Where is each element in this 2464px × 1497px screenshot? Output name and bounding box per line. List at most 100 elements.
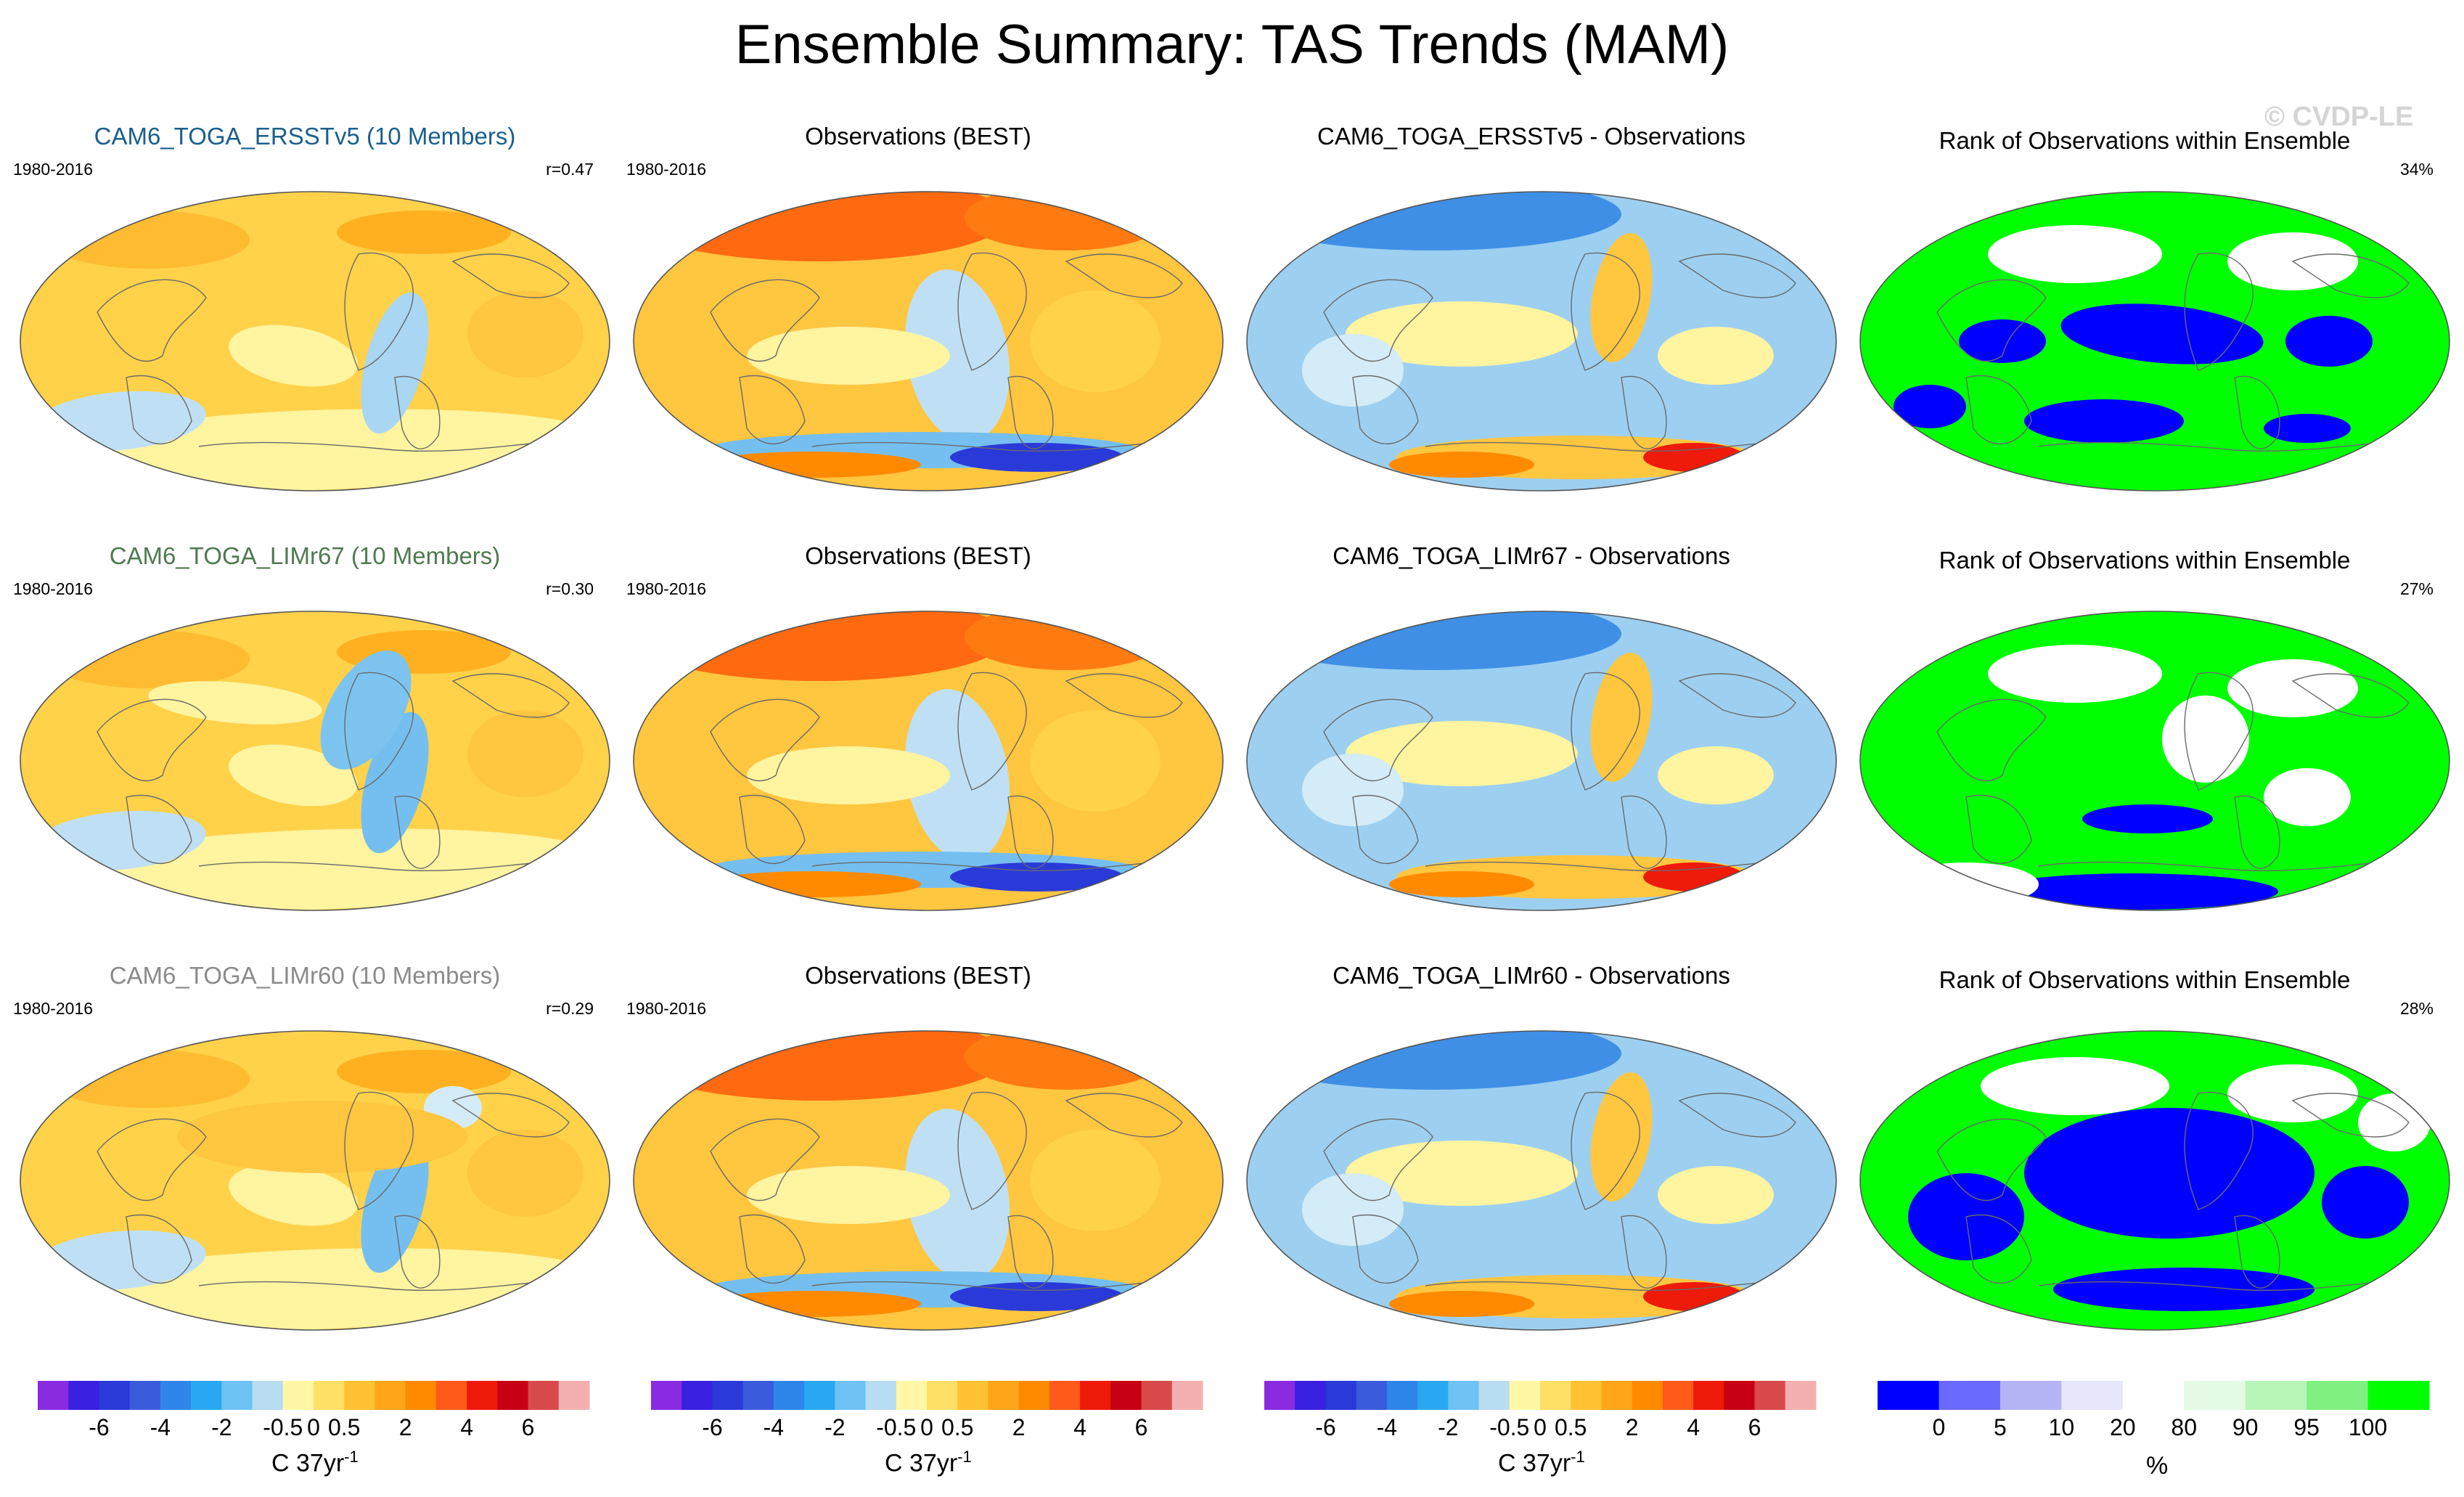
- coastline: [1065, 253, 1183, 298]
- colorbar-tick-label: 6: [521, 1414, 535, 1440]
- rank-panel-row2: Rank of Observations within Ensemble 27%: [1840, 529, 2450, 950]
- diff-panel-row2: CAM6_TOGA_LIMr67 - Observations: [1227, 529, 1837, 950]
- colorbar-swatch: [835, 1381, 867, 1410]
- panel-title: CAM6_TOGA_ERSSTv5 - Observations: [1317, 123, 1745, 150]
- colorbar-tick-label: -0.5: [263, 1414, 303, 1440]
- field-patch: [1981, 1057, 2169, 1115]
- rank-percent: 34%: [2399, 160, 2434, 179]
- tas-colorbar-2: -6 -4 -2 -0.5 0 0.5 2 4 6 C 37yr-1: [651, 1379, 1246, 1488]
- obs-panel-row1: Observations (BEST) 1980-2016: [613, 109, 1224, 530]
- colorbar-swatch: [1080, 1381, 1111, 1410]
- field-patch: [1658, 746, 1774, 804]
- field-patch: [1302, 334, 1404, 407]
- colorbar-swatch: [1478, 1381, 1510, 1410]
- coastline: [1007, 795, 1054, 869]
- coastline: [198, 1281, 541, 1292]
- colorbar-swatch: [1754, 1381, 1786, 1410]
- colorbar-swatch: [1632, 1381, 1663, 1410]
- colorbar-swatch: [804, 1381, 835, 1410]
- colorbar-swatch: [1325, 1381, 1357, 1410]
- colorbar-tick-label: 90: [2232, 1414, 2259, 1440]
- coastline: [97, 279, 207, 362]
- field-patch: [1988, 873, 2278, 910]
- colorbar-swatch: [773, 1381, 805, 1410]
- field-patch: [2285, 316, 2373, 367]
- coastline: [1425, 1281, 1767, 1292]
- globe-outline: [1246, 611, 1837, 911]
- field-patch: [1030, 1130, 1161, 1231]
- period-label: 1980-2016: [13, 579, 93, 598]
- field-patch: [1988, 645, 2162, 703]
- globe-outline: [633, 1030, 1224, 1331]
- field-patch: [1658, 1166, 1774, 1224]
- field-patch: [148, 681, 322, 725]
- period-label: 1980-2016: [626, 579, 706, 598]
- coastline: [1621, 375, 1667, 449]
- coastline: [2234, 375, 2280, 449]
- panel-title: CAM6_TOGA_ERSSTv5 (10 Members): [94, 123, 516, 150]
- field-patch: [46, 630, 250, 688]
- colorbar-tick-label: 2: [398, 1414, 412, 1440]
- coastline: [2184, 1091, 2254, 1210]
- coastline: [1621, 795, 1667, 869]
- colorbar-tick-label: 6: [1134, 1414, 1148, 1440]
- rank-colorbar: 0 5 10 20 80 90 95 100%: [1878, 1379, 2464, 1488]
- field-patch: [703, 871, 921, 897]
- rank-percent: 27%: [2399, 579, 2434, 598]
- colorbar-swatch: [896, 1381, 928, 1410]
- panel-title: Observations (BEST): [805, 962, 1031, 989]
- globe-outline: [20, 1030, 610, 1331]
- field-patch: [361, 292, 429, 434]
- coastline: [1323, 698, 1433, 782]
- globe-outline: [633, 191, 1224, 491]
- coastline: [126, 794, 192, 865]
- diff-map: [1246, 1030, 1837, 1331]
- coastline: [811, 1281, 1154, 1292]
- globe-outline: [1246, 1030, 1837, 1331]
- coastline: [97, 698, 207, 782]
- field-patch: [337, 1050, 511, 1093]
- field-patch: [177, 1101, 467, 1173]
- coastline: [710, 279, 820, 362]
- colorbar-swatch: [1785, 1381, 1817, 1410]
- coastline: [2234, 1215, 2280, 1289]
- coastline: [1936, 279, 2047, 362]
- field-patch: [950, 443, 1124, 472]
- coastline: [2038, 441, 2381, 452]
- coastline: [957, 1091, 1027, 1210]
- colorbar-swatch: [1509, 1381, 1541, 1410]
- field-patch: [1643, 443, 1745, 472]
- coastline: [1571, 672, 1640, 791]
- field-patch: [1643, 862, 1745, 892]
- field-patch: [1590, 233, 1653, 362]
- field-patch: [747, 746, 950, 804]
- coastline: [739, 375, 806, 445]
- coastline: [1007, 375, 1054, 449]
- field-patch: [747, 1166, 950, 1224]
- rank-panel-row3: Rank of Observations within Ensemble 28%: [1840, 948, 2450, 1369]
- coastline: [2234, 795, 2280, 869]
- field-patch: [2024, 1108, 2314, 1239]
- coastline: [1571, 1091, 1640, 1210]
- field-patch: [2264, 768, 2351, 826]
- coastline: [2038, 1281, 2381, 1292]
- globe-outline: [1859, 1030, 2450, 1331]
- coastline: [1065, 1093, 1183, 1138]
- colorbar-swatch: [2000, 1381, 2062, 1410]
- field-patch: [1030, 710, 1161, 812]
- coastline: [1621, 1215, 1667, 1289]
- colorbar-tick-label: 0: [920, 1414, 933, 1440]
- colorbar-swatch: [467, 1381, 498, 1410]
- colorbar-tick-label: 10: [2048, 1414, 2075, 1440]
- colorbar-tick-label: 0.5: [1554, 1414, 1587, 1440]
- coastline: [1678, 673, 1796, 718]
- colorbar-swatch: [1662, 1381, 1694, 1410]
- coastline: [1571, 252, 1640, 371]
- colorbar-swatch: [742, 1381, 774, 1410]
- colorbar-swatch: [2367, 1381, 2430, 1410]
- colorbar-swatch: [651, 1381, 682, 1410]
- coastline: [1678, 253, 1796, 298]
- coastline: [1425, 861, 1767, 872]
- coastline: [451, 1093, 570, 1138]
- colorbar-swatch: [282, 1381, 314, 1410]
